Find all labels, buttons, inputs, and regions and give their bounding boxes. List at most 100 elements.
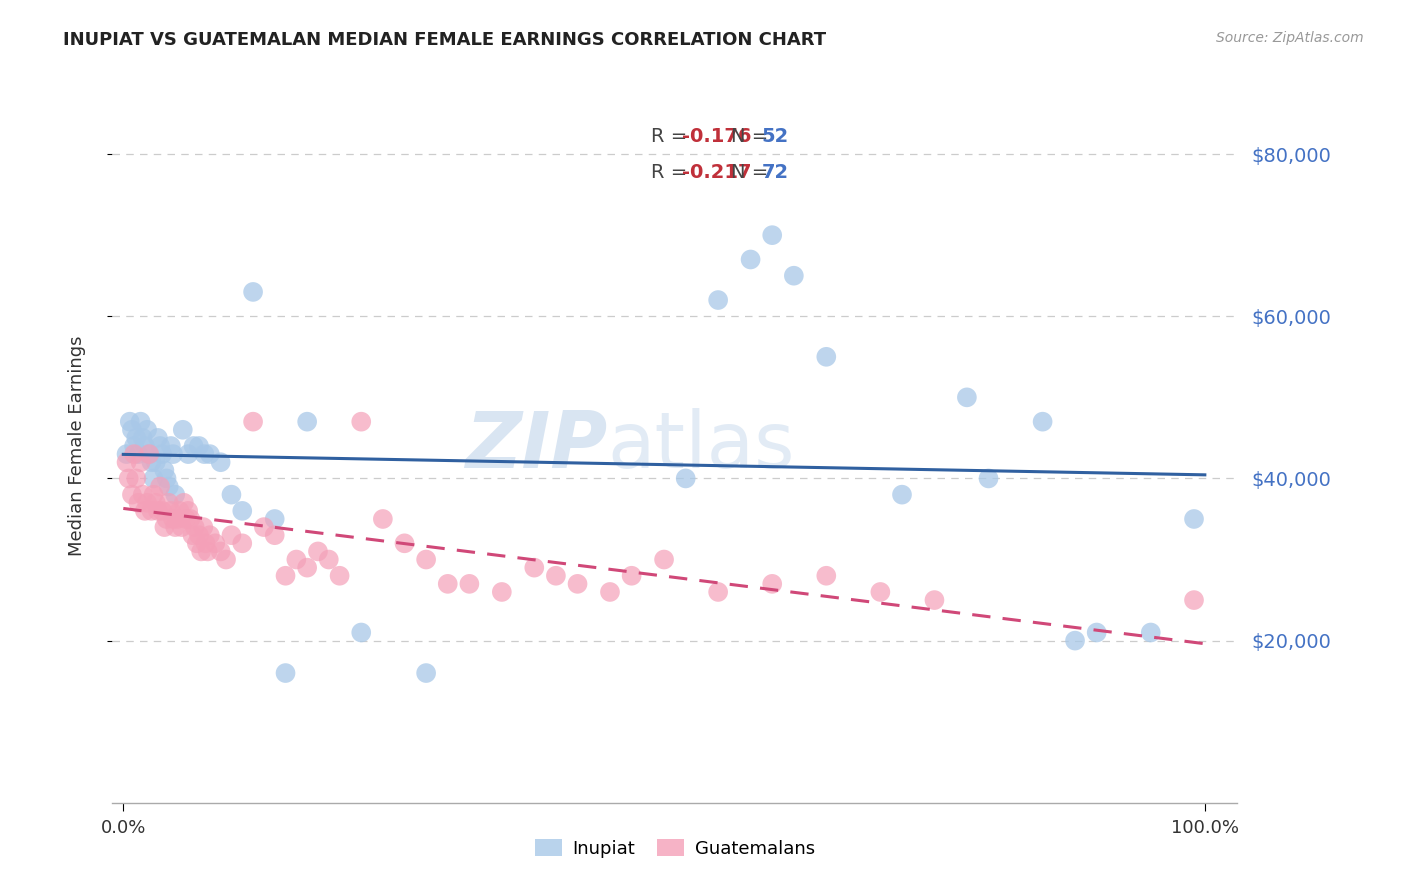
Point [544, 568, 567, 582]
Point [458, 577, 481, 591]
Point [318, 552, 340, 566]
Point [162, 447, 184, 461]
Point [177, 504, 200, 518]
Point [122, 447, 145, 461]
Point [188, 528, 211, 542]
Point [174, 512, 197, 526]
Point [157, 496, 180, 510]
Point [198, 528, 221, 542]
Point [1182, 593, 1205, 607]
Point [221, 488, 243, 502]
Point [190, 544, 212, 558]
Point [1064, 633, 1087, 648]
Point [132, 431, 155, 445]
Point [166, 512, 188, 526]
Point [142, 488, 165, 502]
Point [160, 504, 183, 518]
Point [149, 479, 172, 493]
Text: R =: R = [651, 127, 695, 146]
Point [193, 447, 215, 461]
Point [221, 528, 243, 542]
Point [172, 423, 194, 437]
Point [740, 252, 762, 267]
Point [146, 431, 169, 445]
Point [815, 568, 838, 582]
Point [162, 512, 184, 526]
Point [891, 488, 914, 502]
Text: 72: 72 [762, 163, 789, 182]
Point [186, 536, 208, 550]
Point [652, 552, 675, 566]
Point [956, 390, 979, 404]
Point [153, 463, 176, 477]
Point [169, 504, 191, 518]
Text: ZIP: ZIP [465, 408, 607, 484]
Point [815, 350, 838, 364]
Point [436, 577, 458, 591]
Point [707, 293, 730, 307]
Text: R =: R = [651, 163, 695, 182]
Point [160, 439, 183, 453]
Point [146, 504, 169, 518]
Point [204, 536, 226, 550]
Point [198, 447, 221, 461]
Point [155, 471, 177, 485]
Point [127, 496, 149, 510]
Point [181, 528, 204, 542]
Text: INUPIAT VS GUATEMALAN MEDIAN FEMALE EARNINGS CORRELATION CHART: INUPIAT VS GUATEMALAN MEDIAN FEMALE EARN… [63, 31, 827, 49]
Point [1085, 625, 1108, 640]
Point [121, 488, 143, 502]
Point [127, 447, 149, 461]
Point [129, 415, 152, 429]
Point [121, 423, 143, 437]
Point [415, 666, 437, 681]
Point [242, 415, 264, 429]
Point [138, 447, 160, 461]
Point [153, 520, 176, 534]
Point [329, 568, 352, 582]
Point [134, 504, 156, 518]
Point [183, 439, 205, 453]
Point [193, 520, 215, 534]
Point [125, 431, 148, 445]
Point [145, 455, 167, 469]
Point [620, 568, 643, 582]
Point [371, 512, 394, 526]
Point [122, 439, 145, 453]
Point [231, 536, 253, 550]
Point [141, 455, 163, 469]
Point [129, 455, 152, 469]
Point [150, 447, 173, 461]
Point [869, 585, 891, 599]
Point [350, 415, 373, 429]
Point [761, 228, 783, 243]
Point [209, 455, 232, 469]
Text: -0.176: -0.176 [682, 127, 751, 146]
Point [231, 504, 253, 518]
Point [136, 423, 159, 437]
Point [215, 552, 238, 566]
Text: Source: ZipAtlas.com: Source: ZipAtlas.com [1216, 31, 1364, 45]
Point [761, 577, 783, 591]
Point [415, 552, 437, 566]
Point [523, 560, 546, 574]
Point [295, 560, 318, 574]
Point [197, 544, 219, 558]
Point [285, 552, 308, 566]
Point [242, 285, 264, 299]
Point [263, 528, 285, 542]
Point [567, 577, 589, 591]
Text: N =: N = [731, 127, 775, 146]
Point [125, 471, 148, 485]
Point [138, 447, 160, 461]
Point [194, 536, 217, 550]
Point [155, 512, 177, 526]
Point [179, 512, 201, 526]
Point [165, 520, 187, 534]
Point [491, 585, 513, 599]
Point [1032, 415, 1054, 429]
Point [307, 544, 329, 558]
Point [599, 585, 621, 599]
Point [145, 496, 167, 510]
Point [142, 471, 165, 485]
